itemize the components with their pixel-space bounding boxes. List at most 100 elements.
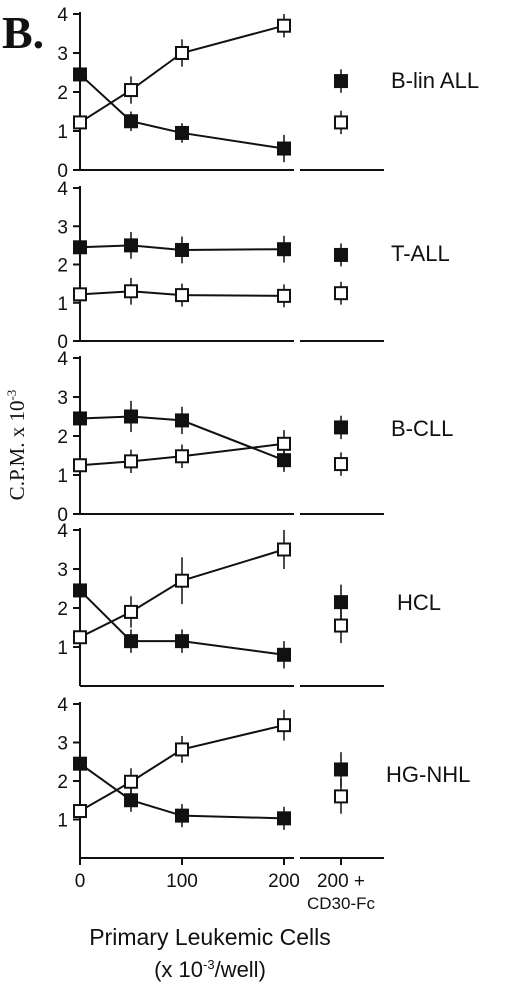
panel-title: B-lin ALL	[391, 68, 479, 93]
y-tick-label: 4	[57, 179, 68, 200]
open-square-marker	[277, 542, 291, 557]
y-tick-label: 3	[57, 388, 68, 409]
y-tick-label: 3	[57, 734, 68, 755]
x-axis-label-line1: Primary Leukemic Cells	[89, 924, 331, 950]
open-square-marker	[175, 573, 189, 588]
control-tick-label-line1: 200 +	[317, 871, 365, 892]
open-square-marker	[124, 83, 138, 98]
filled-square-marker	[277, 811, 291, 826]
open-square-marker	[175, 742, 189, 757]
filled-square-marker	[124, 793, 138, 808]
y-tick-label: 1	[57, 466, 68, 487]
open-square-marker	[124, 284, 138, 299]
filled-series-line	[79, 73, 285, 150]
filled-square-marker	[277, 647, 291, 662]
y-tick-label: 1	[57, 294, 68, 315]
open-series-line	[79, 290, 285, 297]
y-tick-label: 3	[57, 44, 68, 65]
panel-title: HCL	[397, 590, 441, 615]
x-axis-label-line2: (x 10-3/well)	[154, 957, 266, 982]
y-tick-label: 2	[57, 772, 68, 793]
open-square-marker	[277, 288, 291, 303]
filled-square-marker	[124, 409, 138, 424]
y-tick-label: 1	[57, 122, 68, 143]
open-square-marker	[277, 18, 291, 33]
y-tick-label: 0	[57, 505, 68, 526]
filled-square-marker	[175, 808, 189, 823]
open-square-marker	[277, 436, 291, 451]
control-open-marker	[334, 618, 348, 633]
y-tick-label: 1	[57, 811, 68, 832]
y-tick-label: 4	[57, 5, 68, 26]
open-square-marker	[73, 115, 87, 130]
filled-square-marker	[73, 240, 87, 255]
open-square-marker	[124, 774, 138, 789]
open-square-marker	[73, 458, 87, 473]
y-tick-label: 2	[57, 599, 68, 620]
control-tick-label-line2: CD30-Fc	[307, 894, 376, 913]
filled-square-marker	[175, 413, 189, 428]
control-filled-marker	[334, 74, 348, 89]
figure-label: B.	[2, 7, 44, 58]
y-tick-label: 2	[57, 83, 68, 104]
filled-series-line	[79, 244, 285, 251]
filled-square-marker	[124, 114, 138, 129]
control-open-marker	[334, 286, 348, 301]
control-open-marker	[334, 789, 348, 804]
panel-1: 0 1 2 3 4 B-lin ALL	[57, 5, 479, 182]
panel-title: HG-NHL	[386, 762, 470, 787]
filled-square-marker	[175, 634, 189, 649]
y-tick-label: 0	[57, 332, 68, 353]
control-open-marker	[334, 457, 348, 472]
panel-3: 0 1 2 3 4 B-CLL	[57, 349, 453, 526]
filled-square-marker	[73, 67, 87, 82]
open-series-line	[79, 548, 285, 639]
filled-square-marker	[277, 242, 291, 257]
y-tick-label: 4	[57, 349, 68, 370]
filled-square-marker	[277, 141, 291, 156]
control-open-marker	[334, 115, 348, 130]
filled-square-marker	[73, 411, 87, 426]
y-tick-label: 0	[57, 161, 68, 182]
open-square-marker	[175, 46, 189, 60]
y-tick-label: 2	[57, 427, 68, 448]
filled-square-marker	[73, 583, 87, 598]
filled-square-marker	[124, 634, 138, 649]
filled-series-line	[79, 415, 285, 462]
panel-4: 1 2 3 4 HCL	[57, 521, 441, 687]
y-tick-label: 2	[57, 256, 68, 277]
y-axis-label: C.P.M. x 10-3	[4, 390, 29, 501]
panel-2: 0 1 2 3 4 T-ALL	[57, 179, 449, 353]
y-tick-label: 1	[57, 638, 68, 659]
x-tick-label-100: 100	[166, 871, 198, 892]
filled-square-marker	[124, 238, 138, 253]
panel-title: T-ALL	[391, 241, 450, 266]
y-tick-label: 3	[57, 560, 68, 581]
filled-square-marker	[175, 125, 189, 140]
open-square-marker	[73, 804, 87, 819]
filled-square-marker	[175, 242, 189, 257]
control-filled-marker	[334, 762, 348, 777]
filled-series-line	[79, 762, 285, 820]
open-square-marker	[73, 287, 87, 302]
panel-5: 1 2 3 4 HG-NHL	[57, 695, 470, 865]
open-square-marker	[73, 630, 87, 645]
open-series-line	[79, 24, 285, 124]
y-tick-label: 4	[57, 521, 68, 542]
open-series-line	[79, 724, 285, 812]
filled-square-marker	[73, 756, 87, 771]
open-square-marker	[124, 454, 138, 469]
control-filled-marker	[334, 595, 348, 610]
x-tick-label-200: 200	[268, 871, 300, 892]
chart-panels: 0 1 2 3 4 B-lin ALL 0 1 2 3 4 T-ALL 0 1 2 3 4 B-CLL 1 2 3 4 HC…	[57, 5, 479, 865]
control-filled-marker	[334, 420, 348, 435]
y-tick-label: 3	[57, 217, 68, 238]
filled-series-line	[79, 589, 285, 656]
open-square-marker	[277, 718, 291, 733]
open-series-line	[79, 442, 285, 467]
open-square-marker	[175, 288, 189, 303]
x-tick-label-0: 0	[75, 871, 86, 892]
control-filled-marker	[334, 247, 348, 262]
y-tick-label: 4	[57, 695, 68, 716]
